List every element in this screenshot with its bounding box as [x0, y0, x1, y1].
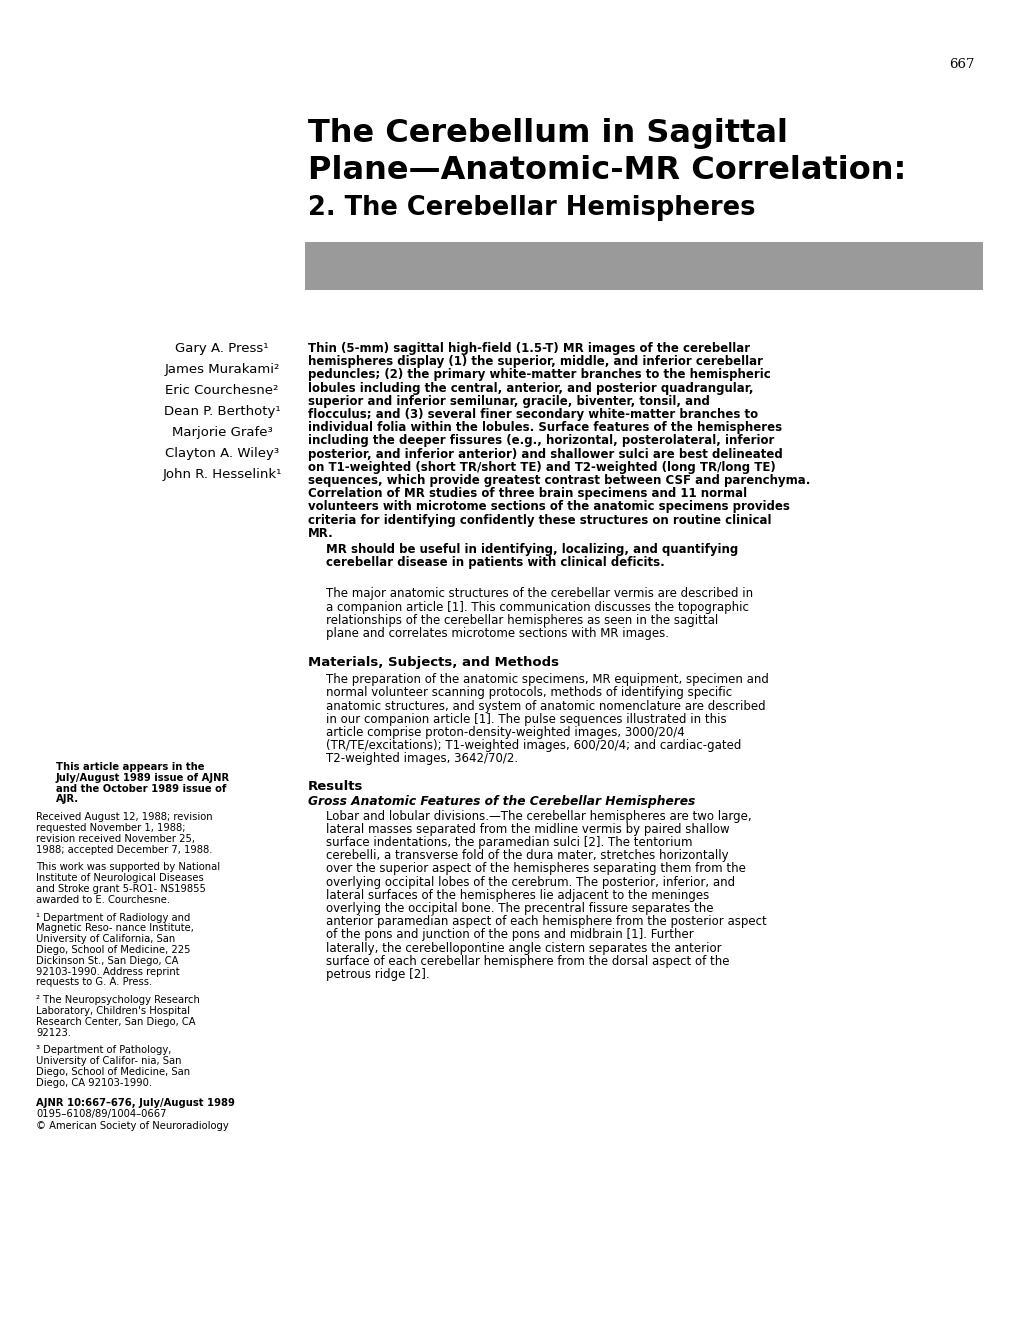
Text: Materials, Subjects, and Methods: Materials, Subjects, and Methods: [308, 656, 558, 669]
Text: Gross Anatomic Features of the Cerebellar Hemispheres: Gross Anatomic Features of the Cerebella…: [308, 795, 695, 808]
Text: volunteers with microtome sections of the anatomic specimens provides: volunteers with microtome sections of th…: [308, 500, 789, 513]
Text: This work was supported by National: This work was supported by National: [36, 862, 220, 873]
Text: Research Center, San Diego, CA: Research Center, San Diego, CA: [36, 1016, 196, 1027]
Text: criteria for identifying confidently these structures on routine clinical: criteria for identifying confidently the…: [308, 513, 770, 527]
Text: Dean P. Berthoty¹: Dean P. Berthoty¹: [163, 405, 280, 418]
Text: University of California, San: University of California, San: [36, 935, 175, 944]
Text: Correlation of MR studies of three brain specimens and 11 normal: Correlation of MR studies of three brain…: [308, 487, 746, 500]
Text: The preparation of the anatomic specimens, MR equipment, specimen and: The preparation of the anatomic specimen…: [326, 673, 768, 686]
Text: and Stroke grant 5-RO1- NS19855: and Stroke grant 5-RO1- NS19855: [36, 884, 206, 894]
Text: Clayton A. Wiley³: Clayton A. Wiley³: [165, 447, 279, 459]
Text: laterally, the cerebellopontine angle cistern separates the anterior: laterally, the cerebellopontine angle ci…: [326, 941, 720, 954]
Text: Plane—Anatomic-MR Correlation:: Plane—Anatomic-MR Correlation:: [308, 154, 906, 186]
Text: ¹ Department of Radiology and: ¹ Department of Radiology and: [36, 912, 191, 923]
Text: Laboratory, Children's Hospital: Laboratory, Children's Hospital: [36, 1006, 190, 1016]
Text: ³ Department of Pathology,: ³ Department of Pathology,: [36, 1045, 171, 1056]
Text: Lobar and lobular divisions.—The cerebellar hemispheres are two large,: Lobar and lobular divisions.—The cerebel…: [326, 809, 751, 822]
Text: Diego, CA 92103-1990.: Diego, CA 92103-1990.: [36, 1078, 152, 1088]
Text: Diego, School of Medicine, 225: Diego, School of Medicine, 225: [36, 945, 191, 954]
Text: Received August 12, 1988; revision: Received August 12, 1988; revision: [36, 812, 212, 822]
Text: cerebelli, a transverse fold of the dura mater, stretches horizontally: cerebelli, a transverse fold of the dura…: [326, 849, 728, 862]
Text: including the deeper fissures (e.g., horizontal, posterolateral, inferior: including the deeper fissures (e.g., hor…: [308, 434, 773, 447]
Text: individual folia within the lobules. Surface features of the hemispheres: individual folia within the lobules. Sur…: [308, 421, 782, 434]
Text: surface indentations, the paramedian sulci [2]. The tentorium: surface indentations, the paramedian sul…: [326, 836, 692, 849]
Text: sequences, which provide greatest contrast between CSF and parenchyma.: sequences, which provide greatest contra…: [308, 474, 809, 487]
Text: over the superior aspect of the hemispheres separating them from the: over the superior aspect of the hemisphe…: [326, 862, 745, 875]
Text: Institute of Neurological Diseases: Institute of Neurological Diseases: [36, 874, 204, 883]
Text: hemispheres display (1) the superior, middle, and inferior cerebellar: hemispheres display (1) the superior, mi…: [308, 355, 762, 368]
Text: T2-weighted images, 3642/70/2.: T2-weighted images, 3642/70/2.: [326, 752, 518, 766]
Text: on T1-weighted (short TR/short TE) and T2-weighted (long TR/long TE): on T1-weighted (short TR/short TE) and T…: [308, 461, 775, 474]
Text: overlying occipital lobes of the cerebrum. The posterior, inferior, and: overlying occipital lobes of the cerebru…: [326, 875, 735, 888]
Text: requests to G. A. Press.: requests to G. A. Press.: [36, 977, 152, 987]
Text: This article appears in the: This article appears in the: [56, 762, 204, 772]
Text: University of Califor- nia, San: University of Califor- nia, San: [36, 1056, 181, 1067]
Text: The major anatomic structures of the cerebellar vermis are described in: The major anatomic structures of the cer…: [326, 587, 752, 601]
Text: Gary A. Press¹: Gary A. Press¹: [175, 342, 268, 355]
Text: requested November 1, 1988;: requested November 1, 1988;: [36, 822, 185, 833]
Text: 92103-1990. Address reprint: 92103-1990. Address reprint: [36, 966, 179, 977]
Text: anatomic structures, and system of anatomic nomenclature are described: anatomic structures, and system of anato…: [326, 700, 765, 713]
Text: lobules including the central, anterior, and posterior quadrangular,: lobules including the central, anterior,…: [308, 381, 753, 395]
Text: plane and correlates microtome sections with MR images.: plane and correlates microtome sections …: [326, 627, 668, 640]
Text: relationships of the cerebellar hemispheres as seen in the sagittal: relationships of the cerebellar hemisphe…: [326, 614, 717, 627]
Text: surface of each cerebellar hemisphere from the dorsal aspect of the: surface of each cerebellar hemisphere fr…: [326, 954, 729, 968]
Text: anterior paramedian aspect of each hemisphere from the posterior aspect: anterior paramedian aspect of each hemis…: [326, 915, 766, 928]
Text: normal volunteer scanning protocols, methods of identifying specific: normal volunteer scanning protocols, met…: [326, 686, 732, 700]
Text: in our companion article [1]. The pulse sequences illustrated in this: in our companion article [1]. The pulse …: [326, 713, 726, 726]
Text: MR should be useful in identifying, localizing, and quantifying: MR should be useful in identifying, loca…: [326, 543, 738, 556]
Text: and the October 1989 issue of: and the October 1989 issue of: [56, 784, 226, 793]
Text: posterior, and inferior anterior) and shallower sulci are best delineated: posterior, and inferior anterior) and sh…: [308, 447, 782, 461]
Text: revision received November 25,: revision received November 25,: [36, 834, 195, 843]
Text: a companion article [1]. This communication discusses the topographic: a companion article [1]. This communicat…: [326, 601, 748, 614]
Text: of the pons and junction of the pons and midbrain [1]. Further: of the pons and junction of the pons and…: [326, 928, 693, 941]
Text: Marjorie Grafe³: Marjorie Grafe³: [171, 426, 272, 440]
Text: petrous ridge [2].: petrous ridge [2].: [326, 968, 429, 981]
Text: 667: 667: [949, 58, 974, 71]
Text: John R. Hesselink¹: John R. Hesselink¹: [162, 469, 281, 480]
Text: flocculus; and (3) several finer secondary white-matter branches to: flocculus; and (3) several finer seconda…: [308, 408, 757, 421]
Text: 92123.: 92123.: [36, 1027, 71, 1038]
Text: article comprise proton-density-weighted images, 3000/20/4: article comprise proton-density-weighted…: [326, 726, 684, 739]
Text: Magnetic Reso- nance Institute,: Magnetic Reso- nance Institute,: [36, 924, 194, 933]
Text: July/August 1989 issue of AJNR: July/August 1989 issue of AJNR: [56, 772, 230, 783]
Text: Results: Results: [308, 780, 363, 792]
Text: Diego, School of Medicine, San: Diego, School of Medicine, San: [36, 1067, 190, 1077]
Bar: [305, 242, 982, 290]
Text: overlying the occipital bone. The precentral fissure separates the: overlying the occipital bone. The precen…: [326, 902, 713, 915]
Text: Thin (5-mm) sagittal high-field (1.5-T) MR images of the cerebellar: Thin (5-mm) sagittal high-field (1.5-T) …: [308, 342, 749, 355]
Text: MR.: MR.: [308, 527, 333, 540]
Text: AJNR 10:667–676, July/August 1989: AJNR 10:667–676, July/August 1989: [36, 1098, 234, 1107]
Text: James Murakami²: James Murakami²: [164, 363, 279, 376]
Text: 0195–6108/89/1004–0667: 0195–6108/89/1004–0667: [36, 1109, 166, 1119]
Text: superior and inferior semilunar, gracile, biventer, tonsil, and: superior and inferior semilunar, gracile…: [308, 395, 709, 408]
Text: Dickinson St., San Diego, CA: Dickinson St., San Diego, CA: [36, 956, 178, 966]
Text: The Cerebellum in Sagittal: The Cerebellum in Sagittal: [308, 117, 788, 149]
Text: peduncles; (2) the primary white-matter branches to the hemispheric: peduncles; (2) the primary white-matter …: [308, 368, 770, 381]
Text: (TR/TE/excitations); T1-weighted images, 600/20/4; and cardiac-gated: (TR/TE/excitations); T1-weighted images,…: [326, 739, 741, 752]
Text: © American Society of Neuroradiology: © American Society of Neuroradiology: [36, 1121, 228, 1131]
Text: Eric Courchesne²: Eric Courchesne²: [165, 384, 278, 397]
Text: lateral masses separated from the midline vermis by paired shallow: lateral masses separated from the midlin…: [326, 822, 729, 836]
Text: lateral surfaces of the hemispheres lie adjacent to the meninges: lateral surfaces of the hemispheres lie …: [326, 888, 708, 902]
Text: AJR.: AJR.: [56, 795, 79, 804]
Text: cerebellar disease in patients with clinical deficits.: cerebellar disease in patients with clin…: [326, 556, 664, 569]
Text: 2. The Cerebellar Hemispheres: 2. The Cerebellar Hemispheres: [308, 195, 755, 220]
Text: awarded to E. Courchesne.: awarded to E. Courchesne.: [36, 895, 170, 904]
Text: 1988; accepted December 7, 1988.: 1988; accepted December 7, 1988.: [36, 845, 212, 854]
Text: ² The Neuropsychology Research: ² The Neuropsychology Research: [36, 995, 200, 1006]
